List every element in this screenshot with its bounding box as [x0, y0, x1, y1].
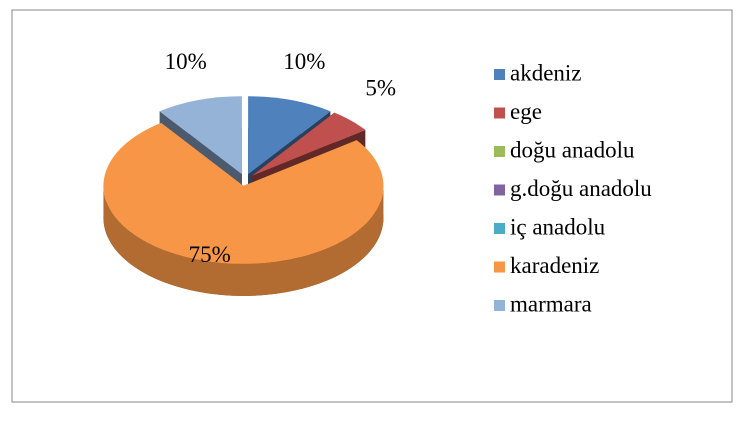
legend-swatch — [494, 223, 505, 234]
pie-slice — [159, 96, 242, 175]
pie-slice — [103, 122, 384, 264]
pie-slice — [248, 96, 331, 175]
legend-label: doğu anadolu — [510, 137, 635, 162]
pie-slice — [252, 112, 366, 176]
legend-swatch — [494, 107, 505, 119]
legend-label: marmara — [510, 291, 592, 316]
legend-swatch — [494, 146, 505, 157]
slice-side — [103, 185, 384, 296]
data-label: 10% — [165, 49, 207, 74]
data-label: 5% — [365, 75, 396, 100]
legend-label: akdeniz — [510, 60, 582, 85]
legend-label: karadeniz — [510, 253, 599, 278]
legend-label: g.doğu anadolu — [510, 176, 652, 201]
legend-label: ege — [510, 99, 542, 124]
legend-swatch — [494, 261, 505, 273]
legend-swatch — [494, 69, 505, 80]
legend-label: iç anadolu — [510, 214, 606, 239]
legend-swatch — [494, 300, 505, 311]
legend-swatch — [494, 184, 505, 196]
data-label: 10% — [283, 49, 325, 74]
data-label: 75% — [189, 242, 231, 267]
